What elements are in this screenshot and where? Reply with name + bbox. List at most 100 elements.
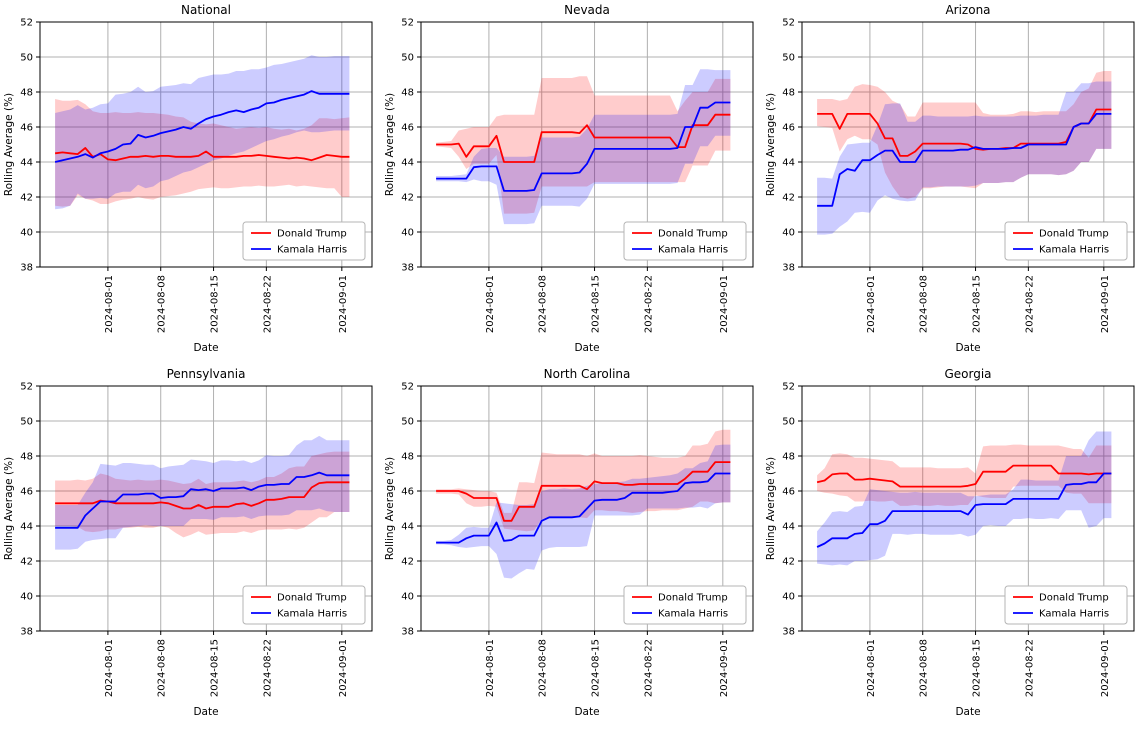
y-tick-label: 44 (20, 522, 33, 533)
kamala-harris-line (436, 101, 731, 192)
y-tick-label: 38 (782, 263, 795, 274)
chart-title: Pennsylvania (167, 367, 246, 381)
y-tick-label: 42 (401, 557, 414, 568)
x-tick-label: 2024-08-15 (591, 639, 602, 697)
y-tick-label: 46 (401, 123, 414, 134)
y-tick-label: 38 (20, 263, 33, 274)
legend-box (1004, 221, 1128, 261)
y-tick-label: 48 (782, 88, 795, 99)
x-tick-label: 2024-08-01 (104, 639, 115, 697)
y-tick-label: 40 (782, 228, 795, 239)
chart-north-carolina: 38 40 42 44 46 48 50 52 2024-08-01 2024-08-08 2024… (384, 367, 754, 718)
y-tick-label: 52 (401, 18, 414, 29)
y-tick-label: 50 (20, 53, 33, 64)
kamala-harris-band (55, 55, 350, 210)
legend-label-donald-trump: Donald Trump (658, 229, 728, 240)
legend-label-kamala-harris: Kamala Harris (1039, 609, 1109, 620)
y-tick-label: 46 (782, 487, 795, 498)
plot-border (39, 385, 373, 632)
x-tick-label: 2024-09-01 (1100, 639, 1111, 697)
y-tick-label: 52 (782, 382, 795, 393)
kamala-harris-line (817, 113, 1112, 207)
kamala-harris-line (436, 472, 731, 544)
x-tick-label: 2024-08-22 (262, 275, 273, 333)
chart-cell-nevada: 38 40 42 44 46 48 50 52 2024-08-01 2024-08-08 2024… (381, 0, 762, 364)
legend-label-donald-trump: Donald Trump (277, 229, 347, 240)
y-axis-label: Rolling Average (%) (384, 457, 396, 560)
y-tick-label: 40 (782, 592, 795, 603)
x-tick-label: 2024-08-01 (866, 639, 877, 697)
y-tick-label: 50 (401, 53, 414, 64)
x-tick-label: 2024-08-01 (104, 275, 115, 333)
legend-box (242, 221, 366, 261)
x-tick-label: 2024-08-08 (538, 275, 549, 333)
chart-cell-pennsylvania: 38 40 42 44 46 48 50 52 2024-08-01 2024-08-08 2024… (0, 364, 381, 729)
y-tick-label: 46 (401, 487, 414, 498)
donald-trump-line (436, 113, 731, 163)
y-tick-label: 42 (20, 557, 33, 568)
chart-cell-north-carolina: 38 40 42 44 46 48 50 52 2024-08-01 2024-08-08 2024… (381, 364, 762, 729)
x-tick-label: 2024-08-01 (485, 639, 496, 697)
donald-trump-band (55, 451, 350, 538)
y-tick-label: 38 (782, 627, 795, 638)
legend-box (242, 585, 366, 625)
chart-title: Arizona (945, 3, 990, 17)
chart-cell-georgia: 38 40 42 44 46 48 50 52 2024-08-01 2024-08-08 2024… (762, 364, 1143, 729)
x-tick-label: 2024-08-15 (591, 275, 602, 333)
plot-border (39, 21, 373, 268)
donald-trump-band (817, 444, 1112, 506)
x-tick-label: 2024-08-15 (972, 639, 983, 697)
x-tick-label: 2024-08-08 (538, 639, 549, 697)
y-tick-label: 52 (401, 382, 414, 393)
y-tick-label: 46 (20, 123, 33, 134)
y-axis-label: Rolling Average (%) (765, 457, 777, 560)
x-tick-label: 2024-09-01 (719, 275, 730, 333)
chart-title: National (181, 3, 231, 17)
x-tick-label: 2024-08-01 (866, 275, 877, 333)
chart-pennsylvania: 38 40 42 44 46 48 50 52 2024-08-01 2024-08-08 2024… (3, 367, 373, 718)
x-axis-label: Date (574, 342, 599, 354)
kamala-harris-line (54, 90, 350, 163)
y-tick-label: 52 (782, 18, 795, 29)
legend-label-kamala-harris: Kamala Harris (277, 609, 347, 620)
x-tick-label: 2024-08-08 (919, 639, 930, 697)
y-tick-label: 44 (401, 522, 414, 533)
kamala-harris-band (817, 431, 1112, 566)
chart-title: Nevada (564, 3, 610, 17)
y-tick-label: 40 (20, 592, 33, 603)
plot-border (420, 385, 754, 632)
plot-border (420, 21, 754, 268)
y-tick-label: 52 (20, 18, 33, 29)
donald-trump-line (436, 461, 731, 522)
y-tick-label: 40 (401, 228, 414, 239)
y-axis-label: Rolling Average (%) (3, 93, 15, 196)
x-tick-label: 2024-09-01 (719, 639, 730, 697)
y-tick-label: 42 (401, 193, 414, 204)
y-tick-label: 42 (20, 193, 33, 204)
donald-trump-line (54, 147, 350, 162)
kamala-harris-band (436, 69, 731, 225)
y-tick-label: 48 (401, 88, 414, 99)
plot-border (801, 21, 1135, 268)
y-tick-label: 44 (782, 522, 795, 533)
x-tick-label: 2024-08-15 (210, 639, 221, 697)
legend-label-donald-trump: Donald Trump (658, 593, 728, 604)
legend-box (623, 221, 747, 261)
y-tick-label: 42 (782, 193, 795, 204)
x-tick-label: 2024-08-08 (157, 639, 168, 697)
x-tick-label: 2024-08-22 (262, 639, 273, 697)
y-tick-label: 44 (20, 158, 33, 169)
x-tick-label: 2024-08-22 (1024, 639, 1035, 697)
legend-label-kamala-harris: Kamala Harris (277, 245, 347, 256)
y-tick-label: 50 (401, 417, 414, 428)
legend-label-kamala-harris: Kamala Harris (658, 245, 728, 256)
x-tick-label: 2024-08-22 (643, 639, 654, 697)
y-tick-label: 50 (782, 53, 795, 64)
y-tick-label: 48 (782, 452, 795, 463)
y-tick-label: 44 (782, 158, 795, 169)
y-tick-label: 38 (401, 627, 414, 638)
kamala-harris-band (55, 435, 350, 550)
chart-title: North Carolina (544, 367, 631, 381)
x-tick-label: 2024-08-08 (157, 275, 168, 333)
